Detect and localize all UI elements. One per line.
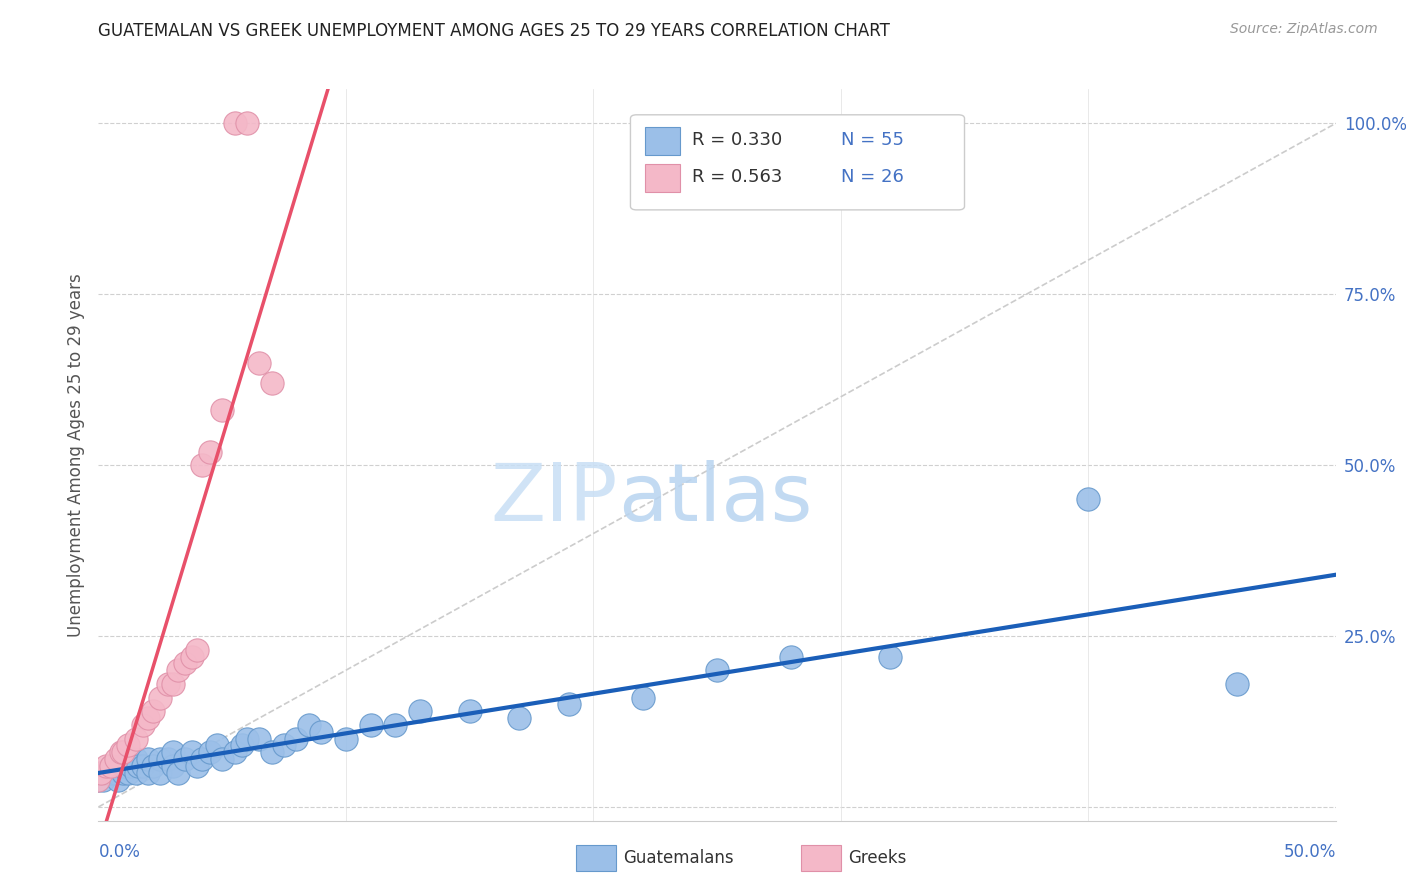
Point	[100, 759, 122, 773]
Point	[1226, 677, 1249, 691]
Point	[94, 765, 117, 780]
Point	[508, 711, 530, 725]
Text: R = 0.330: R = 0.330	[692, 131, 783, 149]
Point	[231, 739, 253, 753]
Text: R = 0.563: R = 0.563	[692, 168, 783, 186]
Point	[117, 765, 139, 780]
Point	[87, 772, 110, 787]
Point	[132, 718, 155, 732]
Point	[136, 711, 159, 725]
Point	[149, 765, 172, 780]
Point	[1077, 492, 1099, 507]
Text: GUATEMALAN VS GREEK UNEMPLOYMENT AMONG AGES 25 TO 29 YEARS CORRELATION CHART: GUATEMALAN VS GREEK UNEMPLOYMENT AMONG A…	[98, 22, 890, 40]
FancyBboxPatch shape	[630, 115, 965, 210]
Point	[166, 765, 188, 780]
Point	[149, 752, 172, 766]
Point	[285, 731, 308, 746]
Point	[458, 704, 481, 718]
Point	[205, 739, 228, 753]
Point	[94, 759, 117, 773]
Point	[93, 772, 115, 787]
Point	[224, 745, 246, 759]
Point	[198, 444, 221, 458]
Point	[186, 759, 208, 773]
FancyBboxPatch shape	[645, 128, 681, 155]
Point	[211, 403, 233, 417]
Point	[156, 677, 179, 691]
Point	[142, 704, 165, 718]
Point	[191, 458, 214, 472]
Point	[110, 745, 132, 759]
Text: atlas: atlas	[619, 459, 813, 538]
Point	[117, 739, 139, 753]
Point	[247, 356, 270, 370]
Point	[104, 765, 127, 780]
Point	[260, 745, 283, 759]
Text: Guatemalans: Guatemalans	[623, 849, 734, 867]
Point	[780, 649, 803, 664]
Point	[557, 698, 579, 712]
Point	[335, 731, 357, 746]
Point	[236, 731, 259, 746]
Point	[162, 677, 184, 691]
Text: Source: ZipAtlas.com: Source: ZipAtlas.com	[1230, 22, 1378, 37]
Text: ZIP: ZIP	[491, 459, 619, 538]
FancyBboxPatch shape	[645, 164, 681, 192]
Point	[100, 765, 122, 780]
Point	[273, 739, 295, 753]
Point	[142, 759, 165, 773]
Point	[132, 759, 155, 773]
Point	[90, 765, 112, 780]
Point	[166, 663, 188, 677]
Point	[409, 704, 432, 718]
Point	[90, 765, 112, 780]
Point	[162, 745, 184, 759]
Point	[198, 745, 221, 759]
Point	[260, 376, 283, 391]
Point	[186, 642, 208, 657]
Point	[156, 752, 179, 766]
Text: N = 55: N = 55	[841, 131, 904, 149]
Point	[191, 752, 214, 766]
Point	[136, 752, 159, 766]
Text: N = 26: N = 26	[841, 168, 904, 186]
Point	[174, 752, 197, 766]
Point	[631, 690, 654, 705]
Point	[127, 759, 149, 773]
Point	[181, 649, 204, 664]
Point	[706, 663, 728, 677]
Point	[360, 718, 382, 732]
Point	[104, 752, 127, 766]
Point	[174, 657, 197, 671]
Point	[136, 765, 159, 780]
Point	[112, 765, 135, 780]
Point	[309, 724, 332, 739]
Text: Greeks: Greeks	[848, 849, 907, 867]
Point	[879, 649, 901, 664]
Point	[298, 718, 321, 732]
Point	[124, 752, 146, 766]
Point	[211, 752, 233, 766]
Point	[87, 772, 110, 787]
Point	[100, 759, 122, 773]
Point	[384, 718, 406, 732]
Point	[162, 759, 184, 773]
Point	[149, 690, 172, 705]
Text: 0.0%: 0.0%	[98, 843, 141, 861]
Point	[181, 745, 204, 759]
Point	[247, 731, 270, 746]
Point	[120, 759, 142, 773]
Point	[107, 772, 129, 787]
Point	[124, 731, 146, 746]
Point	[236, 116, 259, 130]
Y-axis label: Unemployment Among Ages 25 to 29 years: Unemployment Among Ages 25 to 29 years	[66, 273, 84, 637]
Point	[112, 745, 135, 759]
Text: 50.0%: 50.0%	[1284, 843, 1336, 861]
Point	[124, 765, 146, 780]
Point	[110, 759, 132, 773]
Point	[224, 116, 246, 130]
Point	[112, 759, 135, 773]
